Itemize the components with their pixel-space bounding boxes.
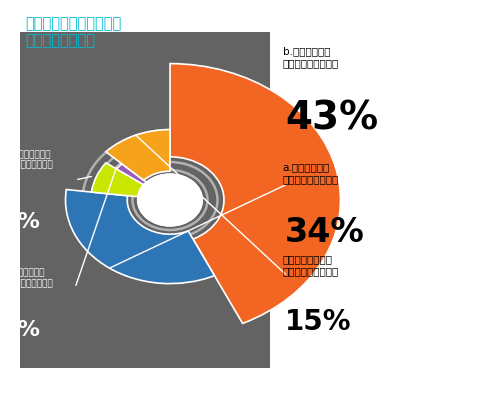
- Text: 15%: 15%: [285, 308, 352, 336]
- Text: b.「佳作」など
成績に順位がないも: b.「佳作」など 成績に順位がないも: [282, 46, 339, 68]
- Wedge shape: [92, 163, 144, 197]
- Wedge shape: [106, 130, 170, 180]
- Text: 0%: 0%: [2, 320, 40, 340]
- Wedge shape: [116, 164, 146, 185]
- Circle shape: [138, 174, 202, 226]
- Text: a.「優勝」など
成績順位があるもの: a.「優勝」など 成績順位があるもの: [282, 162, 339, 184]
- Text: 賞タイトルなしで
努力を褐めているも: 賞タイトルなしで 努力を褐めているも: [282, 254, 339, 276]
- Text: 34%: 34%: [285, 216, 365, 249]
- Text: c.「敏闘賞」など
努力を褐めているもの: c.「敏闘賞」など 努力を褐めているもの: [0, 269, 54, 288]
- Text: e.賞タイトルなしで
成果や成績を褐めてい
るもの: e.賞タイトルなしで 成果や成績を褐めてい るもの: [0, 150, 54, 180]
- Text: 43%: 43%: [285, 100, 378, 138]
- Text: 賞タイトルありのものが
大半を占めている: 賞タイトルありのものが 大半を占めている: [25, 16, 121, 48]
- Bar: [20, 32, 270, 368]
- Wedge shape: [170, 64, 340, 324]
- Wedge shape: [66, 190, 214, 284]
- Text: 8%: 8%: [2, 212, 40, 232]
